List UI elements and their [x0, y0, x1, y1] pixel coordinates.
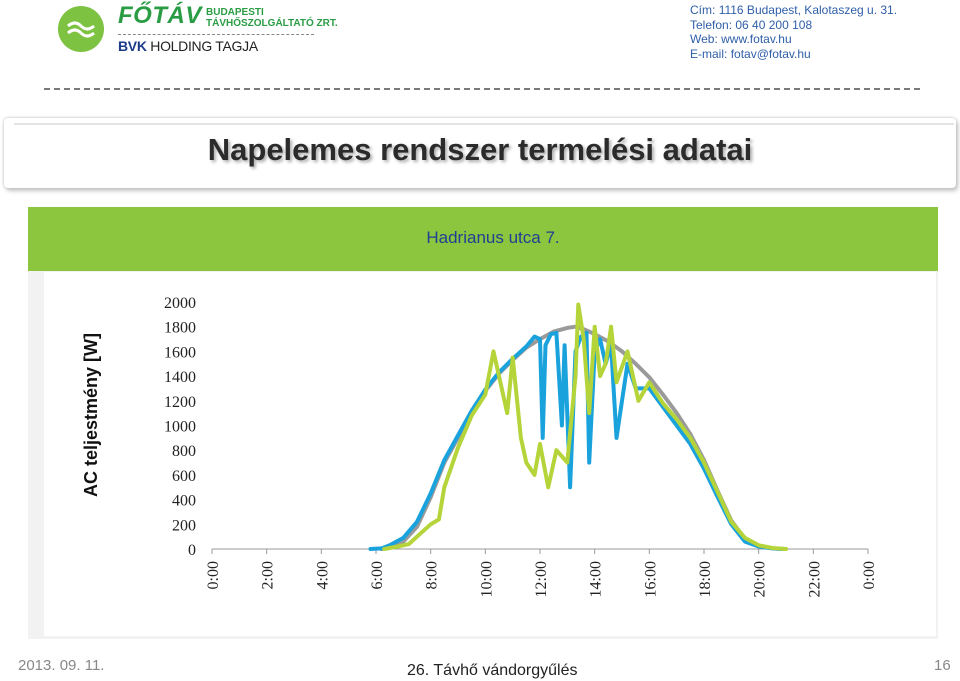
slide-title: Napelemes rendszer termelési adatai: [207, 132, 753, 167]
y-axis-label: AC teljestmény [W]: [81, 333, 101, 497]
contact-block: Cím: 1116 Budapest, Kalotaszeg u. 31. Te…: [690, 3, 897, 61]
x-tick-label: 22:00: [806, 561, 823, 597]
footer-event: 26. Távhő vándorgyűlés: [407, 662, 578, 679]
plot-background: [44, 272, 936, 636]
address-value: 1116 Budapest, Kalotaszeg u. 31.: [718, 3, 898, 17]
series-line-3: [382, 302, 788, 551]
chart-title-band: [28, 207, 938, 271]
chart-title: Hadrianus utca 7.: [426, 228, 560, 247]
x-tick-label: 20:00: [752, 561, 769, 597]
fotav-logo-icon: [58, 6, 104, 52]
logo-divider: [118, 34, 314, 35]
page-header: FŐTÁV BUDAPESTI TÁVHŐSZOLGÁLTATÓ ZRT. BV…: [0, 0, 960, 88]
email-value[interactable]: fotav@fotav.hu: [730, 46, 811, 61]
address-label: Cím:: [690, 3, 716, 17]
brand-subtitle-1: BUDAPESTI: [206, 7, 264, 18]
y-tick-label: 0: [188, 542, 196, 559]
y-tick-label: 2000: [164, 295, 196, 312]
title-box: [4, 118, 956, 188]
brand-name: FŐTÁV: [118, 2, 202, 29]
y-tick-label: 1400: [164, 369, 196, 386]
x-tick-label: 2:00: [260, 561, 277, 589]
x-tick-label: 4:00: [314, 561, 331, 589]
wave-icon: [67, 21, 95, 38]
x-tick-label: 12:00: [533, 561, 550, 597]
x-tick-label: 0:00: [861, 561, 878, 589]
x-tick-label: 6:00: [369, 561, 386, 589]
page-number: 16: [934, 657, 951, 674]
y-tick-label: 400: [172, 493, 196, 510]
holding-brand: BVK: [118, 38, 147, 54]
x-tick-label: 10:00: [478, 561, 495, 597]
web-label: Web:: [690, 32, 718, 46]
x-tick-label: 8:00: [424, 561, 441, 589]
x-tick-label: 16:00: [642, 561, 659, 597]
phone-value: 06 40 200 108: [735, 17, 813, 32]
web-value[interactable]: www.fotav.hu: [721, 32, 792, 46]
footer-date: 2013. 09. 11.: [18, 657, 105, 674]
x-tick-label: 18:00: [697, 561, 714, 597]
y-tick-label: 1800: [164, 320, 196, 337]
holding-label: BVK HOLDING TAGJA: [118, 38, 258, 54]
brand-subtitle-2: TÁVHŐSZOLGÁLTATÓ ZRT.: [206, 18, 338, 29]
y-tick-label: 800: [172, 443, 196, 460]
header-divider: [44, 88, 920, 90]
y-tick-label: 1200: [164, 394, 196, 411]
holding-text: HOLDING TAGJA: [150, 38, 258, 54]
email-label: E-mail:: [690, 46, 728, 61]
y-tick-label: 1600: [164, 344, 196, 361]
y-tick-label: 200: [172, 517, 196, 534]
phone-label: Telefon:: [690, 17, 733, 32]
x-tick-label: 0:00: [205, 561, 222, 589]
y-tick-label: 600: [172, 468, 196, 485]
x-tick-label: 14:00: [588, 561, 605, 597]
y-tick-label: 1000: [164, 419, 196, 436]
